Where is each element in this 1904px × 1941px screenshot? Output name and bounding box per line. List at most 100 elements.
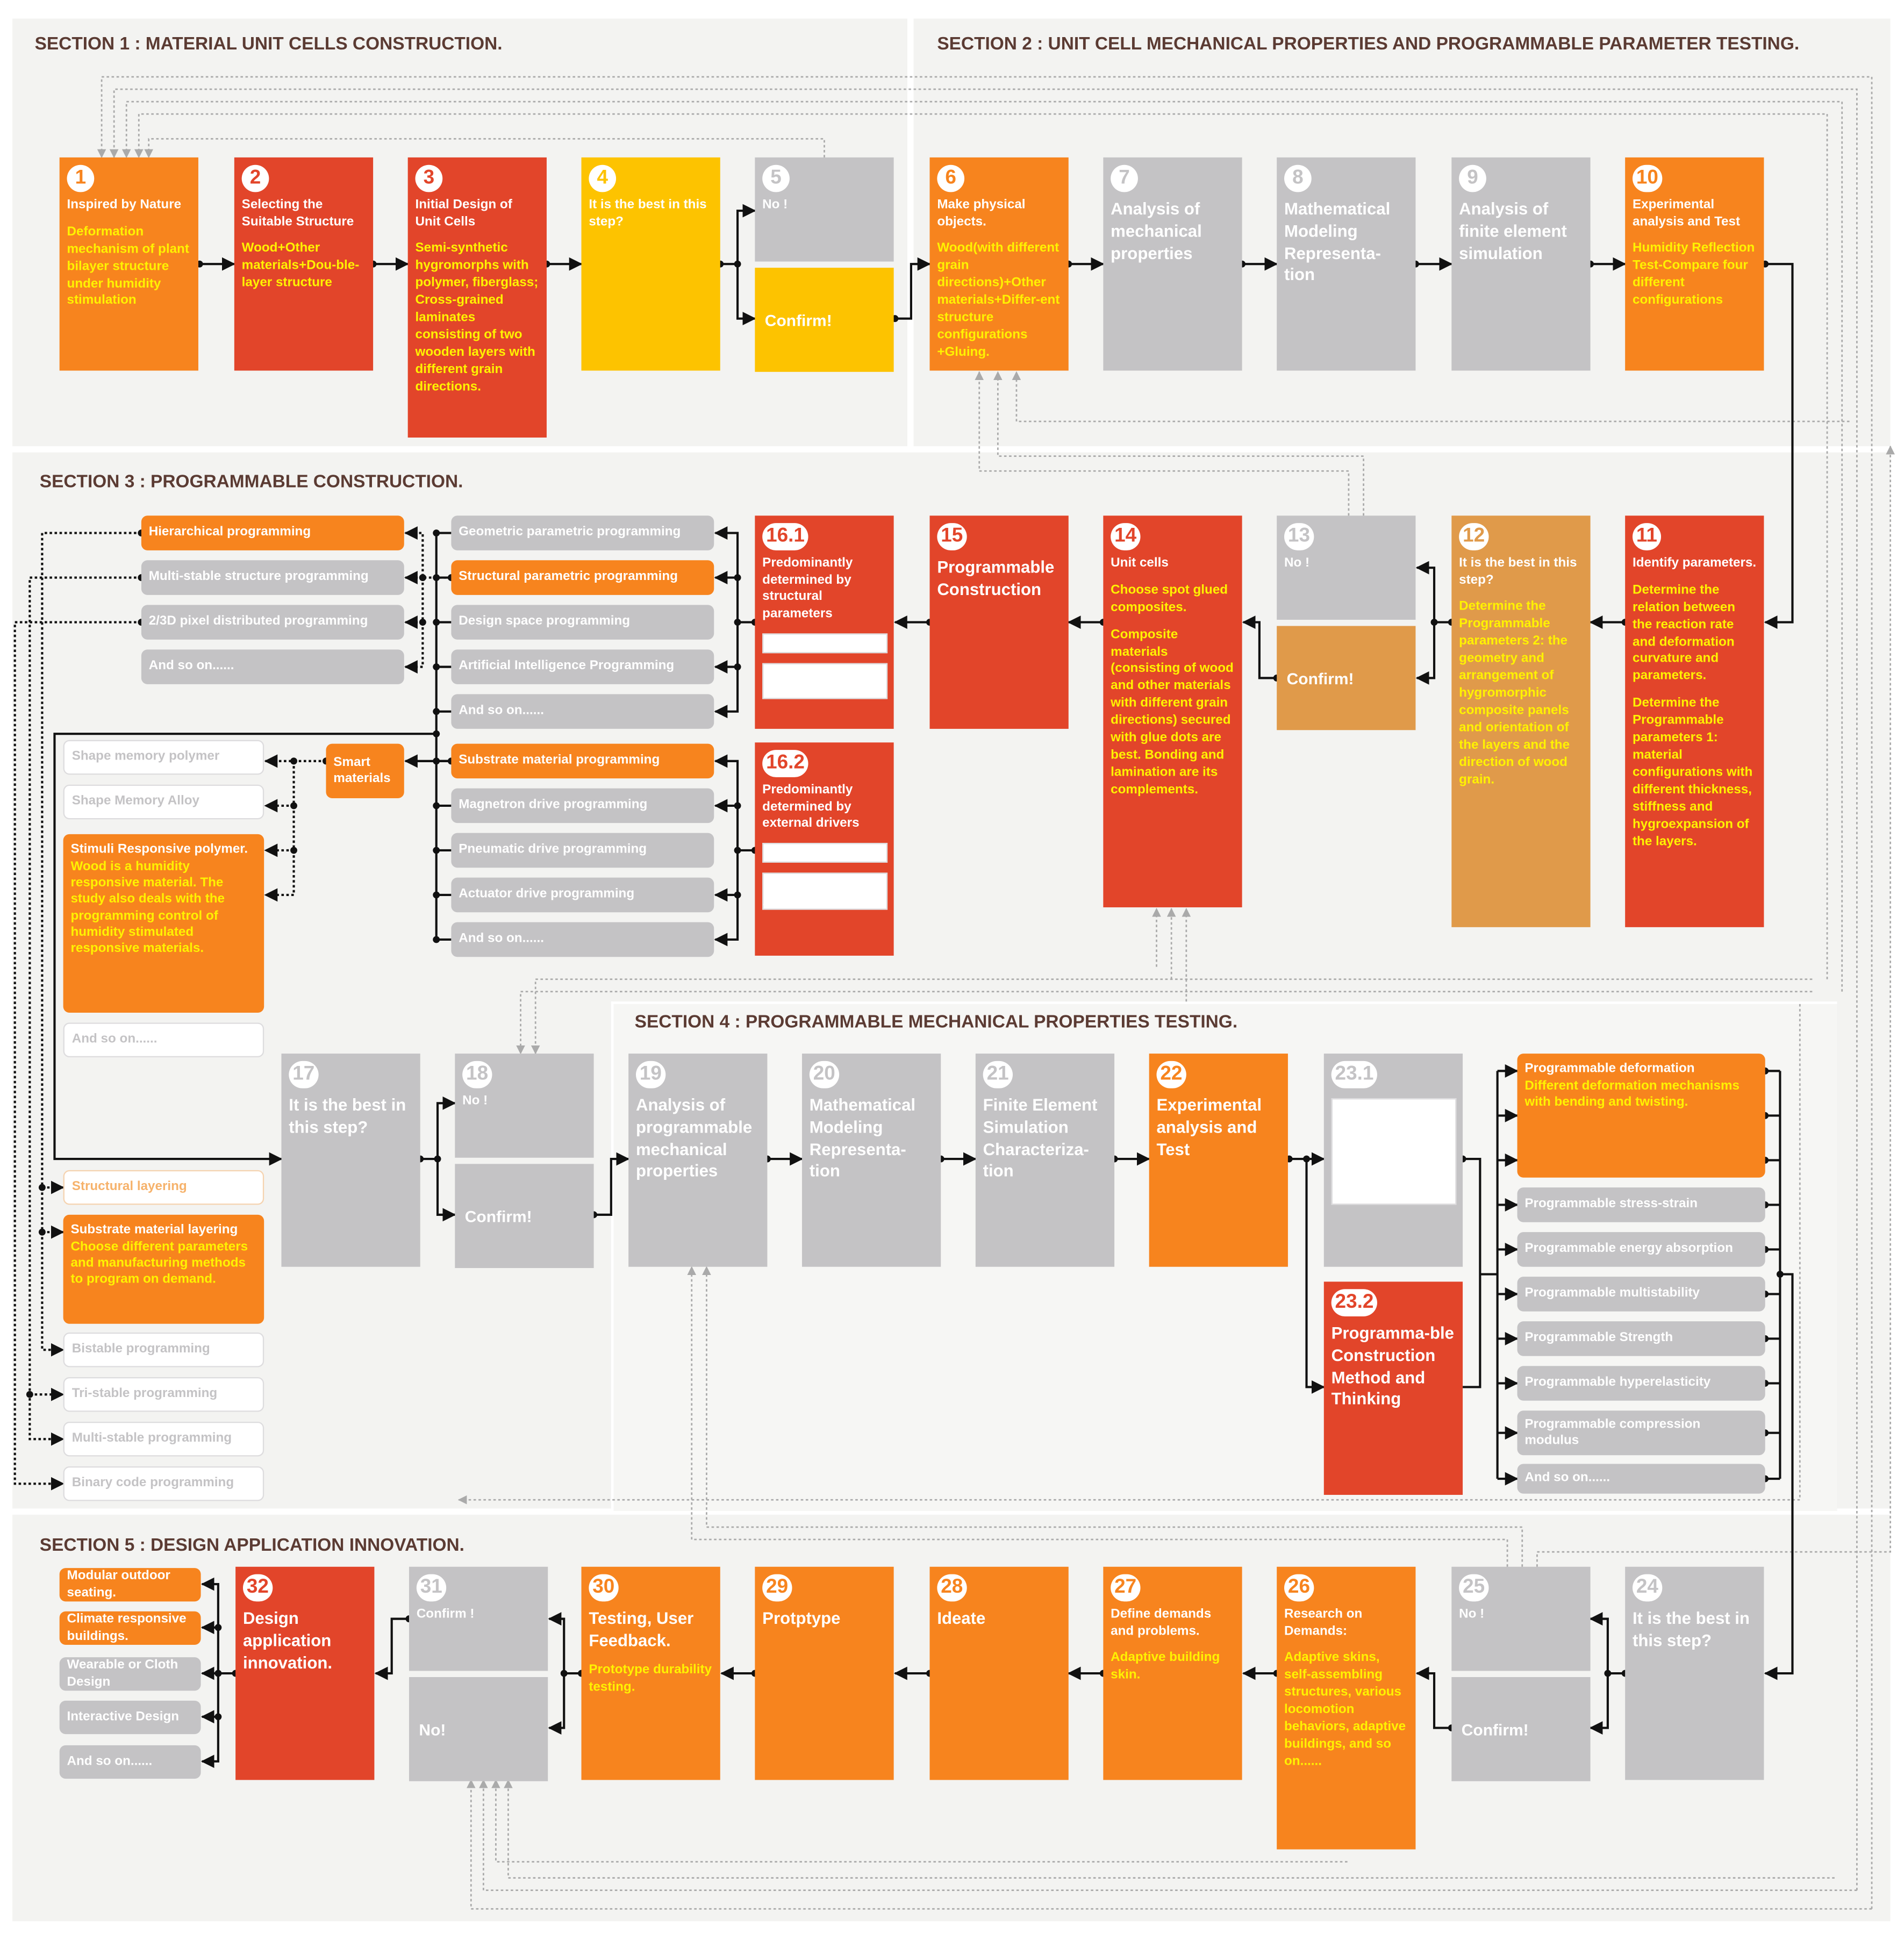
section-title: SECTION 4 : PROGRAMMABLE MECHANICAL PROP… <box>634 1012 1238 1033</box>
step-box: 31 Confirm ! <box>409 1566 548 1671</box>
item-text: Shape memory polymer <box>71 749 220 764</box>
list-item: Multi-stable programming <box>63 1421 264 1457</box>
step-box: 32 Design application innovation. <box>235 1566 375 1780</box>
connector-dot <box>38 1184 46 1191</box>
list-item: Binary code programming <box>63 1466 264 1501</box>
connector-dot <box>734 619 741 626</box>
item-text: Multi-stable programming <box>71 1431 232 1446</box>
item-text: Programmable Strength <box>1524 1330 1673 1346</box>
list-item: Programmable hyperelasticity <box>1517 1366 1765 1401</box>
list-item: Actuator drive programming <box>451 877 714 913</box>
connector-dot <box>433 847 440 854</box>
connector <box>714 850 739 947</box>
step-body: Choose spot glued composites. <box>1111 582 1228 614</box>
step-body: Deformation mechanism of plant bilayer s… <box>67 224 189 308</box>
step-body: Metamaterials with programmable, control… <box>1331 1098 1457 1205</box>
connector-dot <box>434 1155 441 1163</box>
item-text: Tri-stable programming <box>71 1386 218 1401</box>
step-body: (Logic system programming) <box>762 872 888 910</box>
list-item: Hierarchical programming <box>141 515 404 550</box>
connector-dot <box>433 619 440 626</box>
connector <box>457 1004 1801 1505</box>
step-title: Ideate <box>937 1609 986 1628</box>
item-body: Wood is a humidity responsive material. … <box>70 859 225 956</box>
item-text: Stimuli Responsive polymer. <box>70 841 248 857</box>
list-item: Wearable or Cloth Design <box>59 1657 201 1691</box>
step-number: 14 <box>1111 523 1141 550</box>
connector <box>1536 445 1895 1567</box>
step-body: (External factors) <box>762 842 888 863</box>
item-text: And so on...... <box>1524 1470 1610 1486</box>
list-item: Interactive Design <box>59 1700 201 1735</box>
connector-dot <box>734 802 741 810</box>
step-number: 25 <box>1459 1574 1489 1602</box>
connector <box>134 113 1828 979</box>
list-item: And so on...... <box>59 1745 201 1779</box>
step-box: 14 Unit cells Choose spot glued composites… <box>1103 515 1242 907</box>
step-box: 8 Mathematical Modeling Representa-tion <box>1277 157 1416 371</box>
connector <box>1764 263 1794 629</box>
list-item: Programmable Strength <box>1517 1321 1765 1356</box>
connector <box>1589 1673 1609 1735</box>
step-title: Testing, User Feedback. <box>589 1609 694 1650</box>
step-number: 32 <box>242 1574 273 1602</box>
step-box: 25 No ! <box>1451 1566 1591 1671</box>
step-title: Predominantly determined by structural p… <box>762 555 853 621</box>
item-text: Programmable hyperelasticity <box>1524 1375 1711 1391</box>
step-box: 23.1 Metamaterials with programmable, con… <box>1323 1054 1463 1267</box>
connector <box>1289 1158 1325 1394</box>
item-text: Artificial Intelligence Programming <box>459 658 675 674</box>
step-title: Identify parameters. <box>1632 555 1757 570</box>
list-item: Design space programming <box>451 605 714 640</box>
connector-dot <box>433 574 440 582</box>
step-title: Programmable Construction <box>937 557 1055 599</box>
section-title: SECTION 5 : DESIGN APPLICATION INNOVATIO… <box>39 1536 464 1556</box>
step-lower-box: Confirm! <box>1277 626 1416 730</box>
connector <box>491 1779 1348 1863</box>
step-title: Unit cells <box>1111 555 1169 570</box>
list-item: And so on...... <box>451 922 714 957</box>
connector <box>1415 622 1436 685</box>
step-box: 10 Experimental analysis and Test Humidity… <box>1625 157 1764 371</box>
step-title: Experimental analysis and Test <box>1156 1095 1262 1159</box>
step-number: 7 <box>1111 164 1138 192</box>
connector-dot <box>433 663 440 671</box>
step-title: Design application innovation. <box>242 1609 333 1672</box>
step-title: Inspired by Nature <box>67 197 182 212</box>
step-title: Predominantly determined by external dri… <box>762 782 860 831</box>
list-item: Substrate material programming <box>451 743 714 779</box>
connector <box>436 1159 456 1222</box>
connector <box>593 1152 630 1216</box>
connector-dot <box>1430 619 1438 626</box>
step-number: 13 <box>1284 523 1314 550</box>
step-body: Wood(with different grain directions)+Ot… <box>937 241 1060 360</box>
step-title: Initial Design of Unit Cells <box>415 197 512 229</box>
step-title: It is the best in this step? <box>589 197 707 229</box>
step-number: 8 <box>1284 164 1312 192</box>
item-text: Programmable stress-strain <box>1524 1197 1698 1212</box>
item-text: Design space programming <box>459 614 631 629</box>
connector-dot <box>1604 1670 1612 1677</box>
connector <box>548 1612 582 1675</box>
step-number: 17 <box>289 1061 319 1088</box>
connector <box>1764 1273 1794 1680</box>
list-item: Programmable deformation Different deform… <box>1517 1054 1765 1178</box>
item-text: Actuator drive programming <box>459 886 635 902</box>
step-box: 15 Programmable Construction <box>929 515 1069 729</box>
item-text: And so on...... <box>67 1753 153 1769</box>
connector <box>1415 561 1452 624</box>
step-title: No ! <box>1459 1606 1485 1622</box>
step-title: Experimental analysis and Test <box>1632 197 1741 229</box>
section-title: SECTION 3 : PROGRAMMABLE CONSTRUCTION. <box>39 472 463 492</box>
step-title: It is the best in this step? <box>289 1095 406 1137</box>
list-item: Programmable stress-strain <box>1517 1187 1765 1222</box>
item-text: Pneumatic drive programming <box>459 842 647 857</box>
item-text: Structural layering <box>71 1179 187 1194</box>
list-item: Magnetron drive programming <box>451 788 714 823</box>
step-box: 1 Inspired by Nature Deformation mechanism… <box>59 157 198 371</box>
item-text: Substrate material layering <box>70 1222 238 1237</box>
step-number: 12 <box>1459 523 1489 550</box>
connector-dot <box>433 936 440 943</box>
step-box: 2 Selecting the Suitable Structure Wood+Ot… <box>234 157 374 371</box>
